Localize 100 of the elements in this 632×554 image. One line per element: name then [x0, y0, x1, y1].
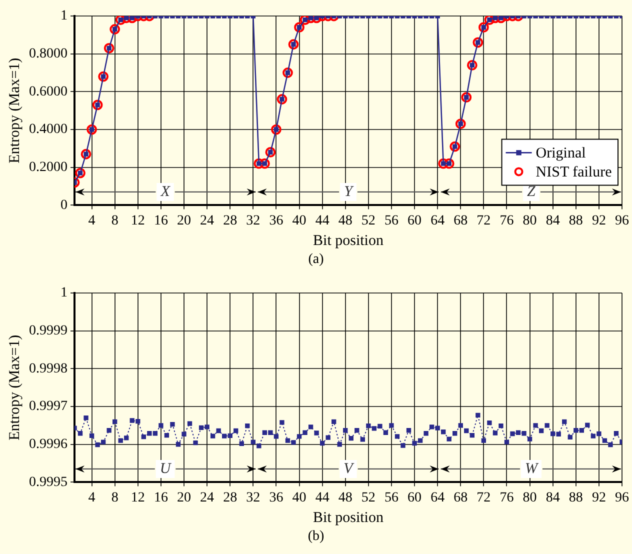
x-tick-label: 96 — [615, 490, 629, 506]
x-tick-label: 36 — [269, 213, 284, 228]
point — [115, 16, 126, 25]
x-tick-label: 44 — [315, 490, 330, 506]
legend-label: Original — [536, 146, 586, 162]
point — [444, 158, 454, 169]
x-tick-label: 72 — [476, 490, 491, 506]
x-tick-label: 16 — [154, 490, 168, 506]
x-tick-label: 68 — [454, 490, 468, 506]
x-tick-label: 12 — [130, 213, 145, 228]
y-tick-label: 0.9997 — [29, 399, 68, 414]
x-tick-label: 64 — [430, 490, 445, 506]
point — [478, 22, 489, 33]
y-tick-label: 0.9996 — [29, 437, 68, 452]
x-tick-label: 92 — [592, 490, 606, 506]
y-tick-label: 0.6000 — [29, 84, 68, 100]
point — [288, 39, 299, 50]
x-tick-label: 68 — [454, 213, 468, 228]
annotation: Z — [527, 184, 536, 200]
point — [276, 94, 288, 104]
point — [282, 68, 293, 78]
x-tick-label: 20 — [177, 490, 191, 506]
text: (b) — [306, 529, 326, 545]
x-tick-label: 88 — [568, 490, 583, 506]
x-tick-label: 48 — [338, 213, 352, 228]
point — [450, 141, 460, 152]
x-tick-label: 52 — [361, 490, 376, 506]
legend-label: NIST failure — [536, 164, 612, 181]
x-tick-label: 28 — [223, 490, 238, 506]
point — [461, 92, 472, 103]
y-tick-label: 0.9995 — [29, 474, 68, 490]
x-tick-label: 60 — [408, 490, 422, 506]
point — [472, 37, 484, 48]
x-tick-label: 8 — [111, 213, 118, 228]
x-axis-title: Bit position — [313, 510, 384, 526]
x-tick-label: 48 — [338, 490, 352, 506]
point — [271, 124, 282, 135]
x-tick-label: 96 — [615, 213, 629, 228]
point — [484, 16, 495, 25]
x-axis-title: Bit position — [313, 232, 384, 249]
y-tick-label: 0.2000 — [29, 160, 68, 176]
x-tick-label: 88 — [568, 213, 583, 228]
point — [98, 71, 109, 82]
y-tick-label: 0 — [60, 198, 68, 213]
y-tick-label: 0.8000 — [29, 46, 68, 62]
x-tick-label: 24 — [200, 490, 214, 506]
point — [104, 42, 114, 54]
x-tick-label: 56 — [384, 213, 398, 228]
y-tick-label: 0.4000 — [29, 122, 68, 138]
point — [80, 148, 92, 160]
point — [86, 124, 97, 135]
annotation: Y — [344, 184, 354, 200]
y-tick-label: 1 — [60, 8, 68, 24]
x-tick-label: 4 — [88, 490, 96, 506]
point — [294, 22, 304, 33]
x-tick-label: 84 — [546, 490, 560, 506]
point — [455, 118, 466, 130]
x-tick-label: 60 — [408, 213, 422, 228]
annotation: W — [524, 460, 539, 477]
x-tick-label: 76 — [500, 490, 514, 506]
y-axis-title: Entropy (Max=1) — [6, 334, 23, 440]
x-tick-label: 28 — [223, 213, 238, 228]
annotation: X — [160, 184, 171, 200]
y-tick-label: 1 — [60, 286, 68, 301]
y-tick-label: 0.9999 — [29, 324, 68, 339]
x-tick-label: 8 — [111, 490, 118, 506]
x-tick-label: 64 — [430, 213, 445, 228]
point — [254, 158, 264, 169]
x-tick-label: 36 — [269, 490, 284, 506]
point — [75, 168, 86, 178]
x-tick-label: 52 — [361, 213, 376, 228]
x-tick-label: 56 — [384, 490, 398, 506]
x-tick-label: 20 — [177, 213, 191, 228]
annotation: U — [160, 460, 172, 477]
x-tick-label: 40 — [292, 490, 306, 506]
x-tick-label: 44 — [315, 213, 330, 228]
x-tick-label: 40 — [292, 213, 306, 228]
x-tick-label: 72 — [476, 213, 491, 228]
x-tick-label: 80 — [522, 213, 537, 228]
x-tick-label: 84 — [546, 213, 560, 228]
point — [110, 24, 120, 34]
x-tick-label: 80 — [522, 490, 537, 506]
x-tick-label: 12 — [130, 490, 145, 506]
annotation: V — [344, 460, 355, 477]
point — [92, 100, 103, 110]
text: (a) — [307, 252, 325, 268]
x-tick-label: 76 — [500, 213, 514, 228]
x-tick-label: 32 — [246, 213, 260, 228]
point — [259, 158, 270, 169]
x-tick-label: 4 — [88, 213, 96, 228]
point — [265, 147, 276, 158]
x-tick-label: 16 — [154, 213, 168, 228]
y-axis-title: Entropy (Max=1) — [6, 58, 23, 164]
x-tick-label: 24 — [200, 213, 214, 228]
x-tick-label: 32 — [246, 490, 260, 506]
y-tick-label: 0.9998 — [29, 361, 68, 376]
point — [300, 16, 310, 25]
x-tick-label: 92 — [592, 213, 606, 228]
point — [438, 158, 449, 169]
point — [466, 60, 478, 70]
